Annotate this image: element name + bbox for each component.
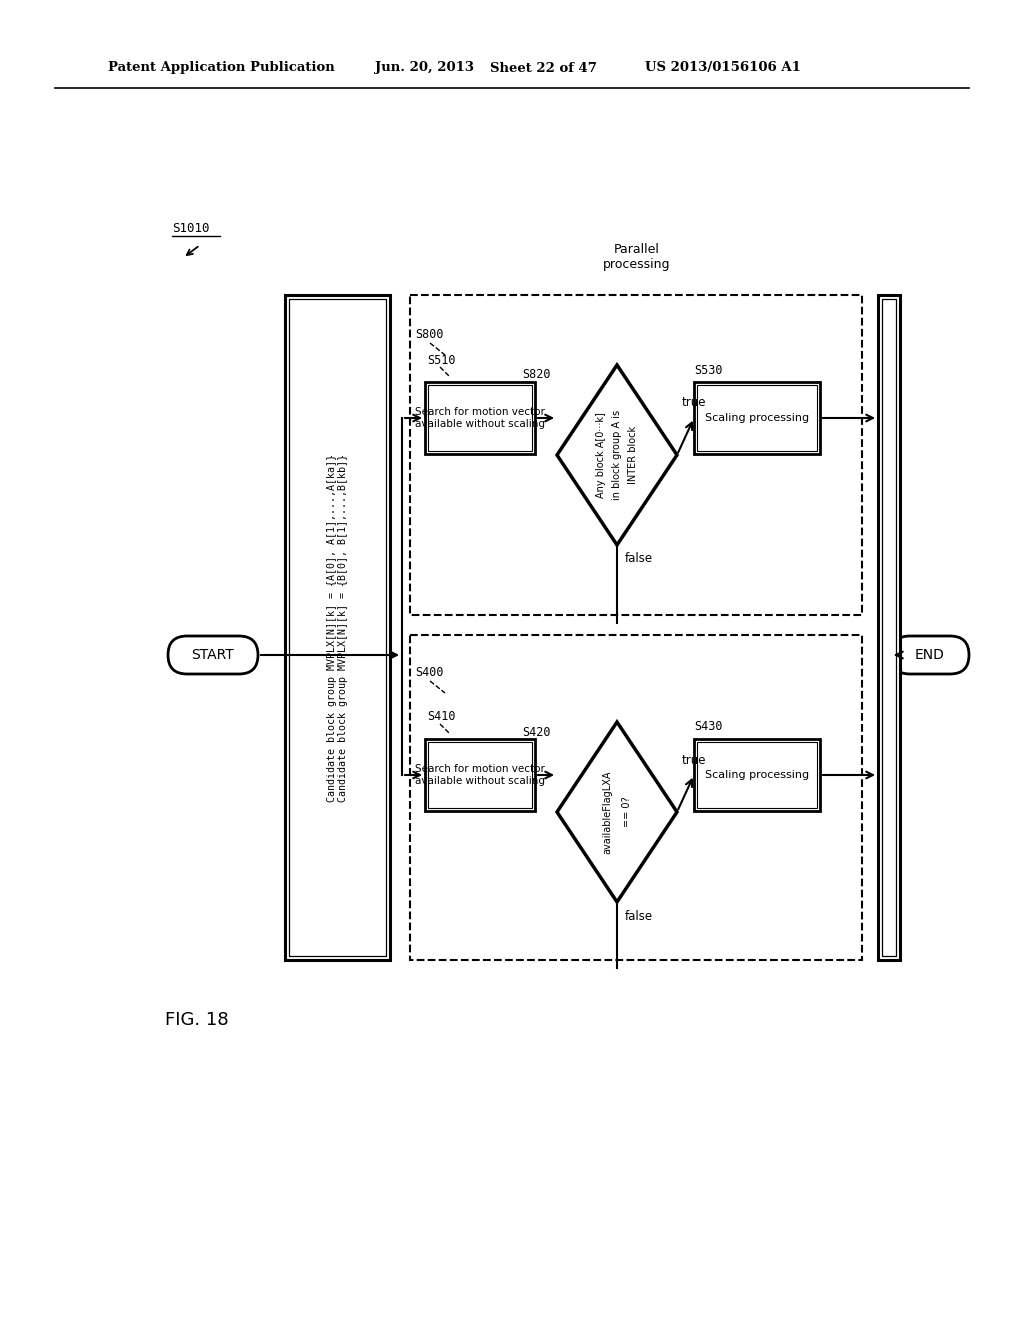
Text: INTER block: INTER block xyxy=(628,426,638,484)
Text: false: false xyxy=(625,909,653,923)
Bar xyxy=(697,385,817,451)
Text: S430: S430 xyxy=(694,721,723,734)
Bar xyxy=(425,739,535,810)
Bar xyxy=(428,742,532,808)
Bar xyxy=(882,300,896,956)
Text: Search for motion vector
available without scaling: Search for motion vector available witho… xyxy=(415,764,545,785)
Text: S820: S820 xyxy=(522,368,551,381)
Text: END: END xyxy=(915,648,945,663)
Bar xyxy=(410,294,862,615)
Text: true: true xyxy=(682,754,707,767)
Bar xyxy=(425,381,535,454)
Text: Candidate block group MVPLX[N][k] = {A[0], A[1],...,A[ka]}
Candidate block group: Candidate block group MVPLX[N][k] = {A[0… xyxy=(327,454,348,801)
Bar xyxy=(428,385,532,451)
Text: Patent Application Publication: Patent Application Publication xyxy=(108,62,335,74)
Text: S400: S400 xyxy=(415,667,443,680)
Text: S530: S530 xyxy=(694,363,723,376)
Bar xyxy=(410,635,862,960)
FancyBboxPatch shape xyxy=(168,636,258,675)
Text: Scaling processing: Scaling processing xyxy=(705,413,809,422)
Text: Parallel
processing: Parallel processing xyxy=(603,243,671,271)
Text: US 2013/0156106 A1: US 2013/0156106 A1 xyxy=(645,62,801,74)
Text: S410: S410 xyxy=(427,710,456,723)
FancyBboxPatch shape xyxy=(891,636,969,675)
Bar xyxy=(285,294,390,960)
Bar xyxy=(694,381,820,454)
Text: Any block A[0···k]: Any block A[0···k] xyxy=(596,412,606,498)
Text: == 0?: == 0? xyxy=(622,797,632,828)
Text: START: START xyxy=(191,648,234,663)
Bar xyxy=(878,294,900,960)
Text: true: true xyxy=(682,396,707,409)
Polygon shape xyxy=(557,722,677,902)
Bar xyxy=(697,742,817,808)
Text: availableFlagLXA: availableFlagLXA xyxy=(602,771,612,854)
Polygon shape xyxy=(557,366,677,545)
Text: S510: S510 xyxy=(427,354,456,367)
Text: Sheet 22 of 47: Sheet 22 of 47 xyxy=(490,62,597,74)
Text: Jun. 20, 2013: Jun. 20, 2013 xyxy=(375,62,474,74)
Bar xyxy=(694,739,820,810)
Text: S1010: S1010 xyxy=(172,222,210,235)
Text: in block group A is: in block group A is xyxy=(612,411,622,500)
Text: S420: S420 xyxy=(522,726,551,738)
Text: Search for motion vector
available without scaling: Search for motion vector available witho… xyxy=(415,407,545,429)
Bar xyxy=(289,300,386,956)
Text: S800: S800 xyxy=(415,329,443,342)
Text: Scaling processing: Scaling processing xyxy=(705,770,809,780)
Text: false: false xyxy=(625,553,653,565)
Text: FIG. 18: FIG. 18 xyxy=(165,1011,228,1030)
